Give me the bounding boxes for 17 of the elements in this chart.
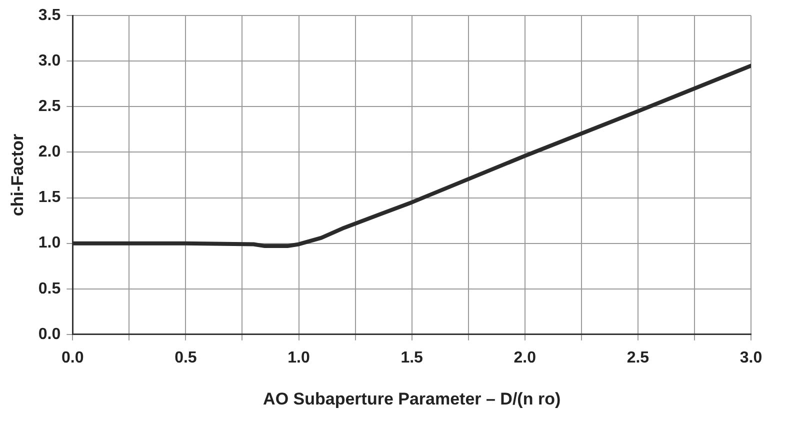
y-tick-label: 1.5 xyxy=(38,189,61,206)
y-tick-label: 3.5 xyxy=(38,7,61,24)
y-tick-label: 0.0 xyxy=(38,326,61,343)
y-tick-label: 2.5 xyxy=(38,98,61,116)
x-tick-label: 3.0 xyxy=(740,349,762,366)
x-tick-label: 2.0 xyxy=(514,349,536,366)
x-tick-label: 0.0 xyxy=(62,349,84,366)
x-axis-title: AO Subaperture Parameter – D/(n ro) xyxy=(263,389,561,408)
x-tick-label: 2.5 xyxy=(626,349,650,366)
x-tick-label: 1.5 xyxy=(400,349,424,366)
y-tick-label: 0.5 xyxy=(38,280,61,298)
y-axis-title: chi-Factor xyxy=(8,134,27,216)
y-tick-label: 2.0 xyxy=(38,144,61,161)
y-tick-label: 3.0 xyxy=(38,52,61,70)
x-tick-label: 1.0 xyxy=(288,349,310,366)
y-tick-label: 1.0 xyxy=(38,234,61,252)
x-tick-label: 0.5 xyxy=(174,349,197,366)
